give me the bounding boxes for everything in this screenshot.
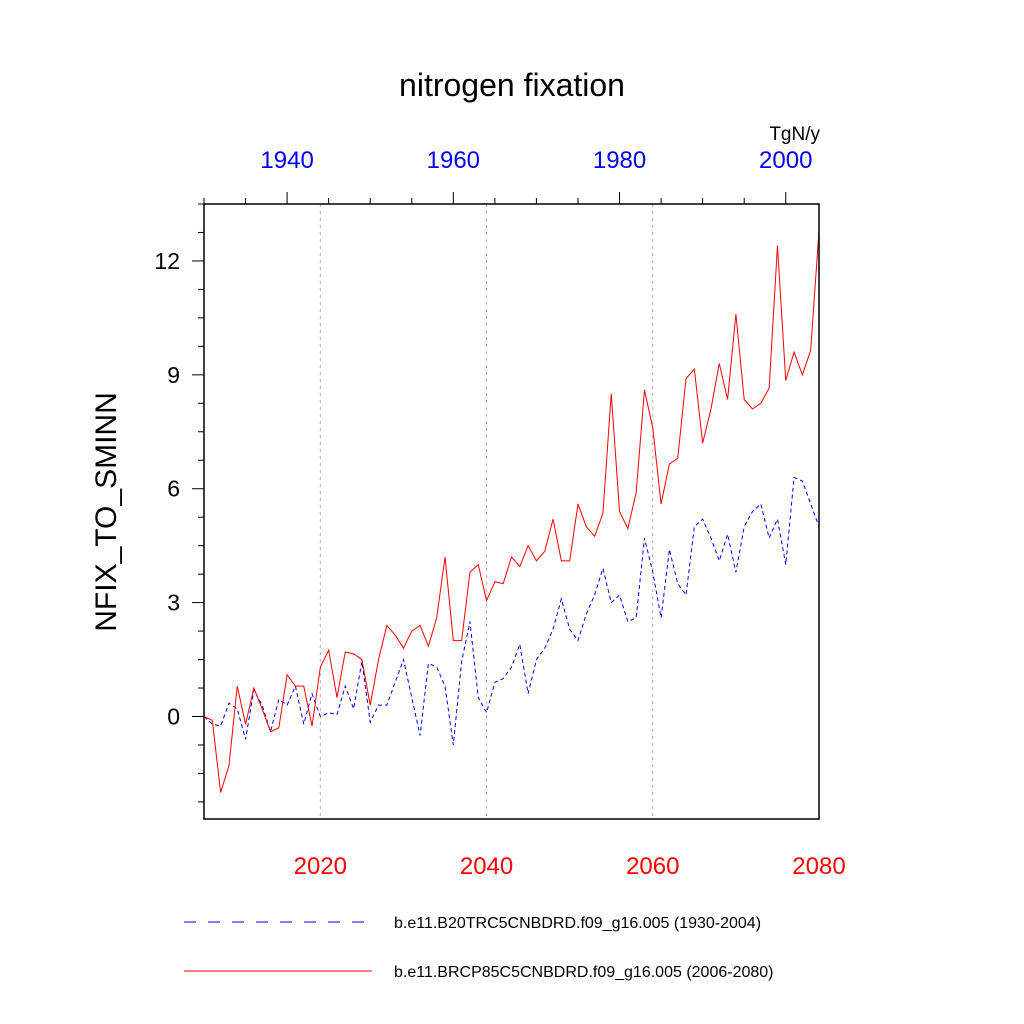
top-tick-label: 1980 bbox=[593, 147, 646, 174]
legend-label-series-1: b.e11.B20TRC5CNBDRD.f09_g16.005 (1930-20… bbox=[394, 915, 761, 932]
chart-title: nitrogen fixation bbox=[399, 67, 625, 103]
y-tick-label: 0 bbox=[167, 704, 180, 730]
bottom-tick-label: 2040 bbox=[460, 853, 513, 880]
label-layer: 0 3 6 9 12 1940 1960 1980 2000 2020 2040 2060 2080 bbox=[154, 147, 845, 880]
tick-layer bbox=[192, 192, 787, 803]
units-label: TgN/y bbox=[769, 124, 820, 145]
bottom-tick-label: 2060 bbox=[626, 853, 679, 880]
legend: b.e11.B20TRC5CNBDRD.f09_g16.005 (1930-20… bbox=[184, 915, 773, 981]
top-tick-label: 1940 bbox=[260, 147, 313, 174]
y-tick-label: 3 bbox=[167, 590, 180, 616]
bottom-tick-label: 2080 bbox=[792, 853, 845, 880]
legend-label-series-2: b.e11.BRCP85C5CNBDRD.f09_g16.005 (2006-2… bbox=[394, 964, 773, 981]
top-tick-label: 1960 bbox=[427, 147, 480, 174]
series-line-2 bbox=[203, 230, 820, 793]
y-tick-label: 9 bbox=[167, 362, 180, 388]
bottom-tick-label: 2020 bbox=[294, 853, 347, 880]
series-line-1 bbox=[203, 476, 820, 746]
series-layer bbox=[203, 230, 820, 793]
y-tick-label: 12 bbox=[154, 248, 180, 274]
y-axis-label: NFIX_TO_SMINN bbox=[90, 392, 123, 632]
plot-frame bbox=[203, 203, 820, 820]
top-tick-label: 2000 bbox=[759, 147, 812, 174]
y-tick-label: 6 bbox=[167, 476, 180, 502]
